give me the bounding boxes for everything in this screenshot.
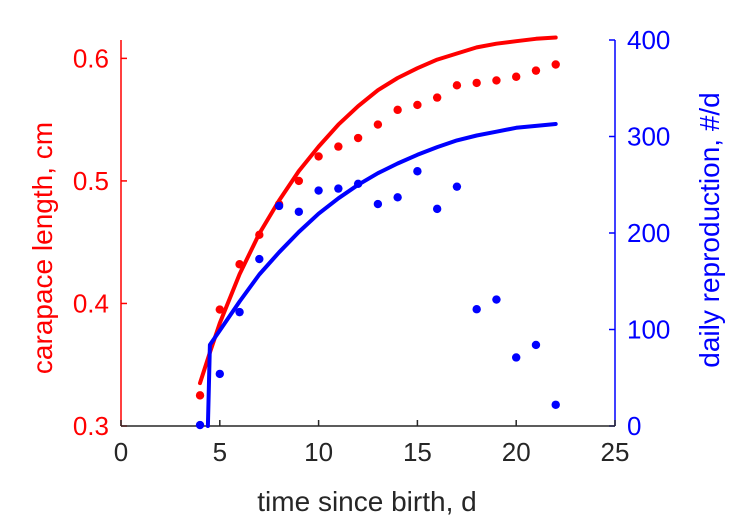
length-data-point — [294, 176, 304, 186]
reproduction-data-point — [512, 353, 521, 362]
length-data-point — [393, 105, 402, 115]
reproduction-data-point — [255, 254, 264, 264]
length-data-point — [373, 120, 383, 129]
x-tick-label: 5 — [213, 437, 227, 467]
right-y-axis-label: daily reproduction, #/d — [694, 92, 725, 368]
reproduction-data-point — [235, 307, 244, 317]
length-data-point — [195, 391, 205, 400]
right-tick-label: 400 — [627, 25, 670, 55]
length-data-point — [512, 72, 521, 81]
left-tick-label: 0.3 — [73, 411, 109, 441]
series-layer — [195, 35, 560, 430]
left-tick-label: 0.5 — [73, 166, 109, 196]
length-data-point — [472, 78, 481, 88]
left-y-axis: 0.3 0.4 0.5 0.6 — [73, 40, 127, 441]
length-data-point — [314, 152, 323, 161]
reproduction-data-point — [551, 400, 560, 409]
right-tick-label: 0 — [627, 411, 641, 441]
reproduction-data-point — [334, 184, 343, 193]
length-data-point — [432, 93, 442, 102]
length-data-point — [353, 133, 363, 143]
left-y-axis-label: carapace length, cm — [27, 122, 58, 374]
length-data-point — [492, 76, 501, 85]
length-fit-line — [198, 35, 558, 386]
right-tick-label: 300 — [627, 122, 670, 152]
length-data-point — [452, 81, 462, 90]
length-data-point — [215, 305, 224, 314]
reproduction-data-point — [393, 193, 402, 202]
reproduction-data-point — [373, 199, 383, 209]
length-data-point — [551, 60, 560, 69]
x-tick-label: 0 — [114, 437, 128, 467]
right-tick-label: 100 — [627, 315, 670, 345]
x-tick-label: 10 — [304, 437, 333, 467]
x-axis: 0 5 10 15 20 25 — [114, 420, 630, 467]
reproduction-fit-line — [205, 122, 558, 428]
left-tick-label: 0.6 — [73, 43, 109, 73]
reproduction-data-point — [432, 204, 442, 214]
reproduction-data-point — [215, 369, 224, 379]
reproduction-data-point — [472, 305, 481, 314]
reproduction-data-point — [492, 295, 501, 304]
length-data-point — [413, 100, 422, 110]
x-axis-label: time since birth, d — [257, 486, 476, 517]
right-tick-label: 200 — [627, 218, 670, 248]
x-tick-label: 20 — [502, 437, 531, 467]
length-data-point — [334, 142, 343, 151]
right-y-axis: 0 100 200 300 400 — [609, 25, 670, 441]
reproduction-data-point — [531, 340, 541, 350]
reproduction-data-point — [294, 207, 304, 216]
x-tick-label: 25 — [601, 437, 630, 467]
reproduction-data-point — [452, 182, 462, 191]
reproduction-data-point — [195, 420, 205, 430]
length-data-point — [531, 66, 541, 75]
reproduction-data-point — [314, 186, 323, 195]
reproduction-data-point — [274, 201, 284, 211]
x-tick-label: 15 — [403, 437, 432, 467]
left-tick-label: 0.4 — [73, 288, 109, 318]
reproduction-data-point — [413, 167, 422, 176]
